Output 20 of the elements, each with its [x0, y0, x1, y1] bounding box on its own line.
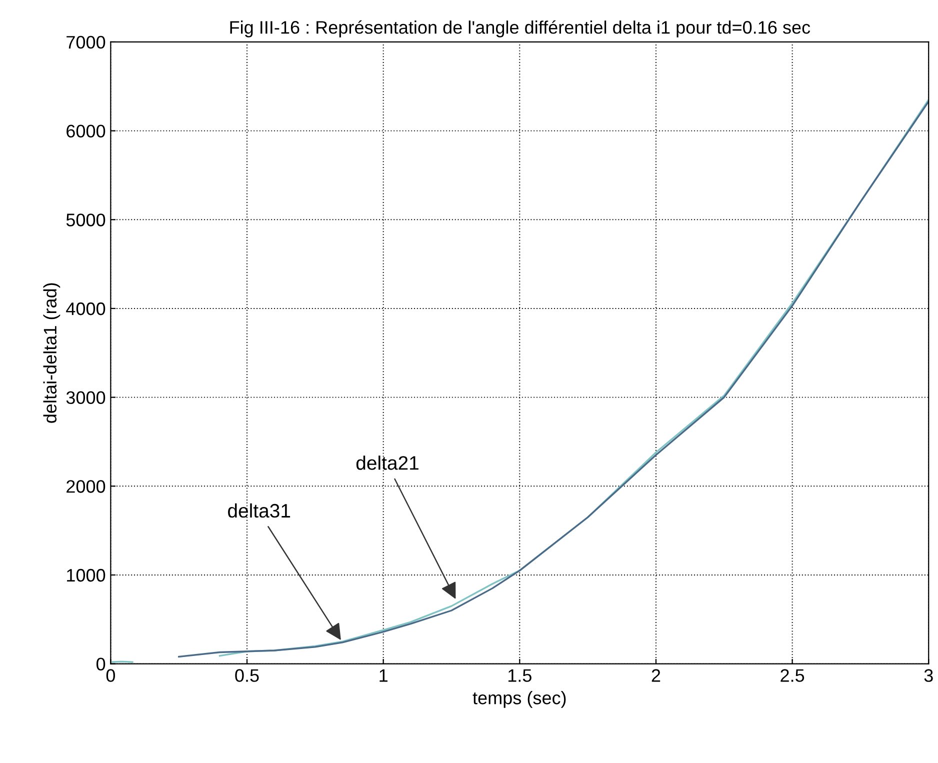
- x-tick-label: 1: [380, 669, 388, 682]
- y-tick-label: 0: [96, 658, 106, 671]
- y-tick-label: 4000: [66, 302, 106, 316]
- chart-title: Fig III-16 : Représentation de l'angle différentiel delta i1 pour td=0.16 sec: [230, 20, 810, 38]
- y-tick-label: 2000: [66, 480, 106, 493]
- x-tick-label: 2.5: [780, 669, 804, 682]
- y-axis-title: deltai-delta1 (rad): [43, 283, 60, 423]
- x-tick-label: 3: [924, 669, 933, 682]
- y-tick-label: 1000: [67, 568, 106, 582]
- x-tick-label: 0.5: [235, 669, 259, 682]
- y-tick-label: 5000: [66, 214, 106, 226]
- x-tick-label: 2: [652, 669, 660, 682]
- y-tick-label: 3000: [66, 391, 106, 404]
- x-tick-label: 1.5: [508, 669, 532, 682]
- x-axis-title: temps (sec): [472, 691, 566, 708]
- x-tick-label: 0: [106, 669, 115, 682]
- annotation: delta31: [228, 503, 290, 518]
- annotation: delta21: [356, 456, 418, 470]
- y-tick-label: 6000: [66, 124, 106, 138]
- y-tick-label: 7000: [66, 36, 106, 49]
